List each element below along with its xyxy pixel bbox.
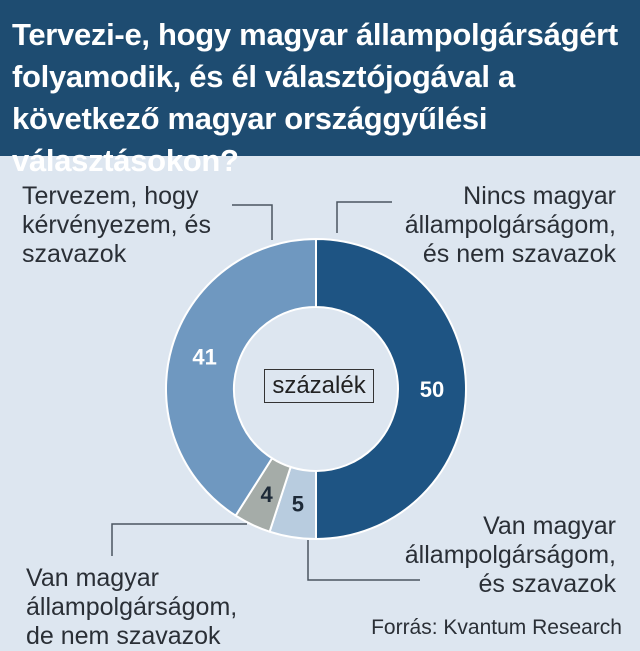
unit-label: százalék bbox=[264, 369, 374, 403]
label-line: állampolgárságom, bbox=[404, 541, 616, 569]
leader-lines bbox=[111, 201, 420, 581]
leader-line-citizen-votes bbox=[307, 540, 420, 581]
slice-value-label: 4 bbox=[260, 482, 273, 507]
label-line: kérvényezem, és bbox=[22, 211, 211, 239]
donut-slices bbox=[165, 237, 467, 541]
label-line: Tervezem, hogy bbox=[22, 182, 199, 210]
slice-value-label: 41 bbox=[192, 345, 216, 370]
source-note: Forrás: Kvantum Research bbox=[371, 616, 622, 639]
slice-value-labels: 50 54 41 bbox=[192, 345, 444, 517]
label-line: állampolgárságom, bbox=[404, 211, 616, 239]
label-line: állampolgárságom, bbox=[26, 593, 238, 621]
label-no-citizenship: Nincs magyar állampolgárságom, és nem sz… bbox=[405, 182, 616, 269]
donut-chart: 50 54 41 bbox=[111, 201, 467, 581]
label-line: Van magyar bbox=[26, 564, 159, 592]
label-line: szavazok bbox=[22, 240, 127, 268]
donut-slice bbox=[315, 237, 467, 541]
chart-title: Tervezi-e, hogy magyar állampolgárságért… bbox=[12, 17, 618, 178]
label-citizen-votes: Van magyar állampolgárságom, és szavazok bbox=[405, 512, 616, 599]
label-line: és nem szavazok bbox=[422, 240, 616, 268]
slice-value-label: 50 bbox=[420, 377, 444, 402]
label-line: Van magyar bbox=[483, 512, 616, 540]
slice-value-label: 5 bbox=[292, 492, 304, 517]
label-line: Nincs magyar bbox=[463, 182, 616, 210]
label-planned: Tervezem, hogy kérvényezem, és szavazok bbox=[22, 182, 211, 269]
label-line: és szavazok bbox=[478, 570, 616, 598]
leader-line-no-citizenship bbox=[336, 201, 392, 233]
title-banner: Tervezi-e, hogy magyar állampolgárságért… bbox=[0, 0, 640, 178]
label-citizen-no-vote: Van magyar állampolgárságom, de nem szav… bbox=[26, 564, 237, 651]
leader-line-planned bbox=[232, 204, 273, 240]
donut-slice bbox=[165, 237, 317, 518]
leader-line-citizen-no-vote bbox=[111, 523, 247, 556]
label-line: de nem szavazok bbox=[26, 622, 221, 650]
